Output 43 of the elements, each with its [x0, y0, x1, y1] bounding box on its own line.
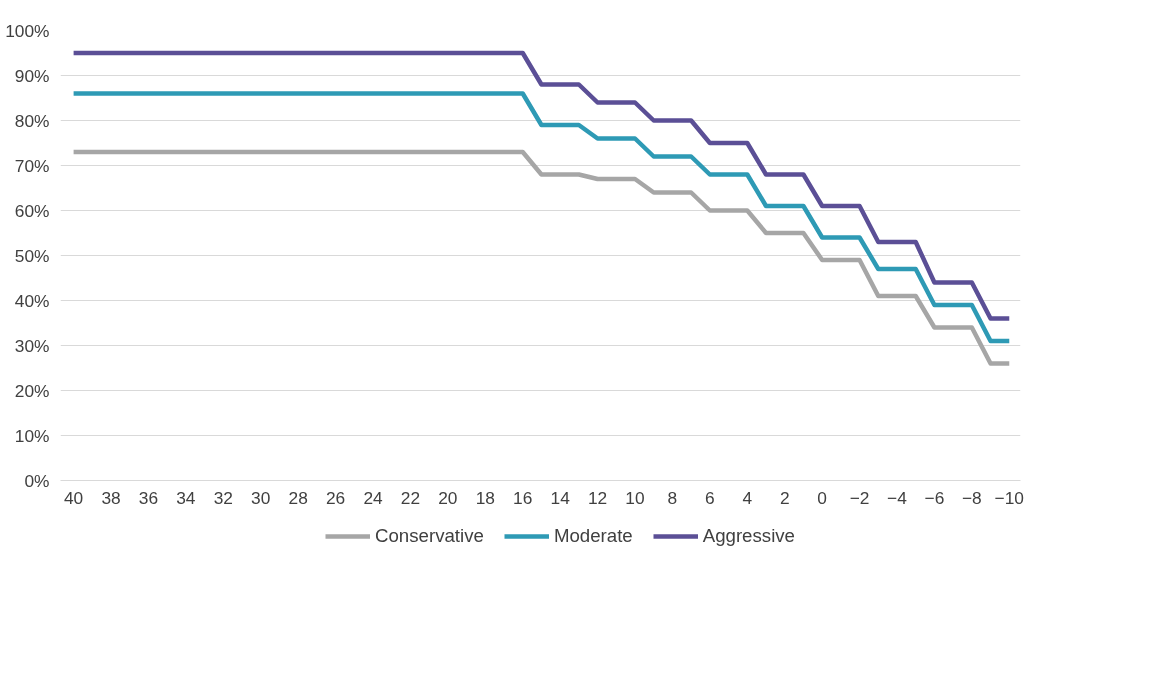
- x-tick-label: −8: [961, 487, 982, 508]
- x-tick-label: 22: [400, 487, 421, 508]
- line-series: [71, 149, 1012, 366]
- x-tick-label: 16: [513, 487, 533, 508]
- legend-label: Moderate: [553, 525, 633, 547]
- y-tick-label: 90%: [14, 65, 50, 86]
- y-tick-label: 100%: [5, 20, 50, 41]
- y-tick-label: 70%: [14, 155, 50, 176]
- x-tick-label: 18: [475, 487, 495, 508]
- y-tick-label: 10%: [14, 425, 50, 446]
- x-tick-label: 8: [667, 487, 678, 508]
- x-tick-label: 4: [742, 487, 753, 508]
- legend-label: Conservative: [374, 525, 484, 547]
- y-tick-label: 40%: [14, 290, 50, 311]
- x-tick-label: 2: [779, 487, 790, 508]
- x-tick-label: 20: [438, 487, 458, 508]
- x-tick-label: 12: [587, 487, 608, 508]
- legend-label: Aggressive: [702, 525, 796, 547]
- x-tick-label: 30: [251, 487, 271, 508]
- y-tick-label: 50%: [14, 245, 50, 266]
- x-tick-label: 6: [705, 487, 715, 508]
- x-tick-label: 14: [550, 487, 571, 508]
- line-series: [71, 91, 1012, 344]
- x-tick-label: 40: [63, 487, 84, 508]
- x-tick-label: 34: [176, 487, 196, 508]
- y-tick-label: 0%: [24, 470, 50, 491]
- y-tick-label: 60%: [14, 200, 50, 221]
- x-tick-label: 36: [138, 487, 159, 508]
- x-tick-label: −2: [849, 487, 870, 508]
- x-tick-label: 24: [363, 487, 384, 508]
- x-tick-label: 10: [625, 487, 645, 508]
- y-tick-label: 80%: [14, 110, 50, 131]
- x-tick-label: 38: [101, 487, 121, 508]
- x-tick-label: 28: [288, 487, 308, 508]
- y-tick-label: 20%: [14, 380, 50, 401]
- x-tick-label: −10: [994, 487, 1024, 508]
- line-series: [71, 50, 1012, 321]
- y-tick-label: 30%: [14, 335, 50, 356]
- x-tick-label: 0: [817, 487, 827, 508]
- x-tick-label: −4: [887, 487, 908, 508]
- x-tick-label: 32: [213, 487, 233, 508]
- x-tick-label: −6: [924, 487, 945, 508]
- x-tick-label: 26: [325, 487, 346, 508]
